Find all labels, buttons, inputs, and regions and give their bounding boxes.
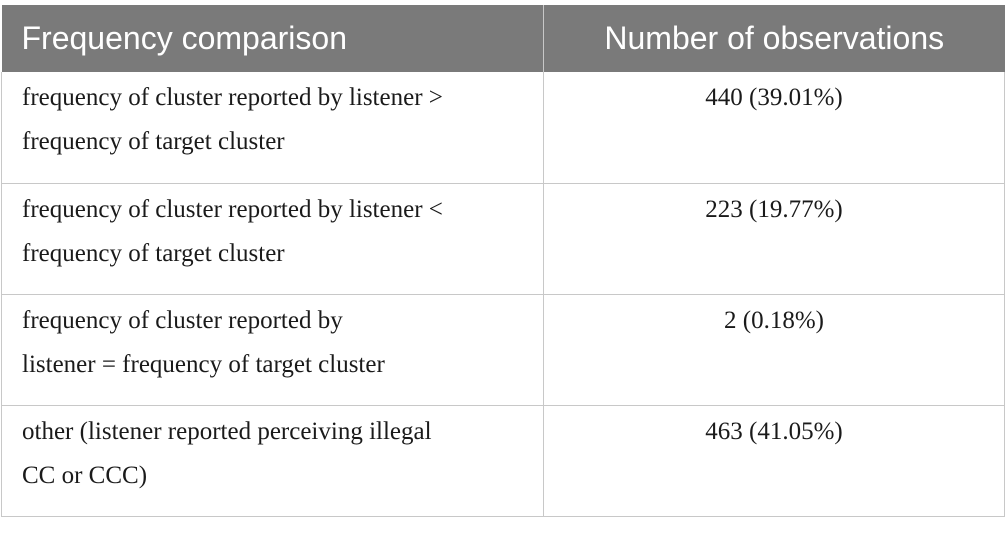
comparison-cell: frequency of cluster reported by listene…: [1, 182, 544, 295]
observations-cell: 2 (0.18%): [543, 293, 1005, 406]
table-row: other (listener reported perceiving ille…: [1, 404, 1005, 517]
header-frequency-comparison: Frequency comparison: [1, 5, 544, 72]
observations-cell: 463 (41.05%): [543, 404, 1005, 517]
frequency-comparison-table: Frequency comparison Number of observati…: [1, 5, 1005, 517]
table-row: frequency of cluster reported by listene…: [1, 293, 1005, 406]
table-body: frequency of cluster reported by listene…: [1, 72, 1005, 517]
observations-cell: 440 (39.01%): [543, 72, 1005, 184]
comparison-cell: other (listener reported perceiving ille…: [1, 404, 544, 517]
comparison-cell: frequency of cluster reported by listene…: [1, 72, 544, 184]
header-row: Frequency comparison Number of observati…: [1, 5, 1005, 72]
table-header: Frequency comparison Number of observati…: [1, 5, 1005, 72]
table-row: frequency of cluster reported by listene…: [1, 72, 1005, 184]
header-number-of-observations: Number of observations: [543, 5, 1005, 72]
comparison-cell: frequency of cluster reported by listene…: [1, 293, 544, 406]
table-row: frequency of cluster reported by listene…: [1, 182, 1005, 295]
observations-cell: 223 (19.77%): [543, 182, 1005, 295]
